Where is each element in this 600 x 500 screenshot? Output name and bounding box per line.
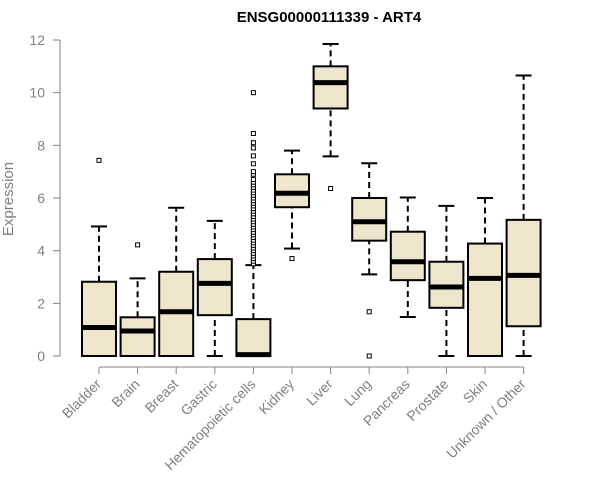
outlier-4-37 [250, 145, 256, 151]
box-11 [505, 74, 542, 357]
box-iqr-5 [274, 173, 310, 209]
y-tick-label-2: 2 [37, 295, 45, 311]
y-tick-label-0: 0 [37, 348, 45, 364]
boxes [81, 42, 542, 359]
box-2 [158, 206, 195, 358]
y-tick-label-12: 12 [29, 32, 45, 48]
box-5 [274, 149, 310, 262]
box-iqr-3 [196, 258, 233, 317]
outlier-6-0 [328, 186, 334, 192]
box-7 [351, 162, 388, 359]
outlier-1-0 [135, 242, 141, 248]
y-axis: 0 2 4 6 8 10 12 [29, 32, 61, 364]
x-tick-label-10: Skin [460, 376, 491, 407]
outlier-5-0 [289, 256, 295, 262]
x-tick-label-7: Lung [341, 376, 374, 409]
box-6 [312, 42, 349, 192]
box-iqr-0 [81, 280, 117, 357]
outlier-7-1 [366, 353, 372, 359]
x-tick-label-1: Brain [108, 376, 142, 410]
x-tick-label-0: Bladder [59, 376, 105, 422]
outlier-4-34 [250, 169, 256, 175]
box-iqr-4 [235, 318, 272, 357]
x-tick-label-2: Breast [141, 376, 181, 416]
box-0 [81, 157, 117, 357]
x-tick-label-6: Liver [303, 376, 336, 409]
box-3 [196, 219, 233, 357]
box-10 [467, 197, 503, 358]
box-8 [389, 196, 426, 319]
x-tick-label-5: Kidney [256, 376, 298, 418]
y-axis-label: Expression [0, 162, 17, 236]
box-9 [428, 204, 465, 357]
outlier-4-40 [250, 90, 256, 96]
box-4 [235, 90, 272, 358]
y-tick-label-10: 10 [29, 85, 45, 101]
box-iqr-6 [312, 65, 349, 110]
outlier-4-36 [250, 153, 256, 159]
box-1 [119, 242, 156, 358]
y-tick-label-8: 8 [37, 137, 45, 153]
outlier-4-38 [250, 140, 256, 146]
box-iqr-8 [389, 230, 426, 282]
box-iqr-10 [467, 242, 503, 358]
y-tick-label-6: 6 [37, 190, 45, 206]
outlier-4-32 [250, 177, 256, 183]
chart-title: ENSG00000111339 - ART4 [237, 9, 422, 26]
outlier-7-0 [366, 309, 372, 315]
box-iqr-1 [119, 316, 156, 358]
y-tick-label-4: 4 [37, 243, 45, 259]
outlier-4-35 [250, 161, 256, 167]
outlier-0-0 [96, 157, 102, 163]
x-tick-label-9: Prostate [403, 376, 451, 424]
outlier-4-39 [250, 130, 256, 136]
